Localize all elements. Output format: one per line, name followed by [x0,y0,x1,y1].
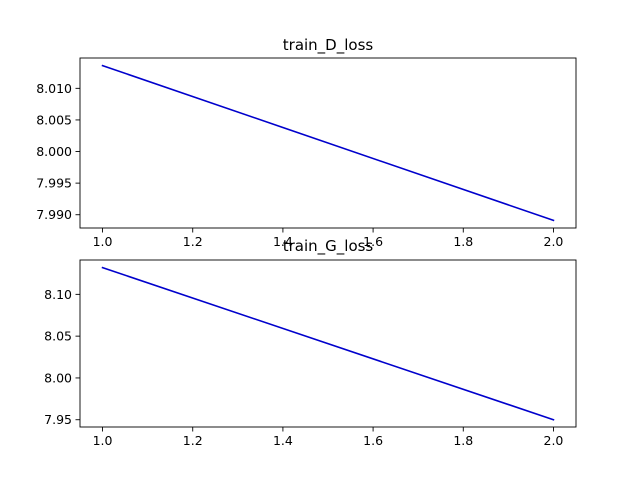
chart-title: train_G_loss [283,237,374,256]
axes-frame [79,259,577,428]
chart-title: train_D_loss [283,36,374,55]
y-tick-label: 8.10 [44,287,72,302]
x-tick-label: 1.4 [273,433,293,448]
x-tick-label: 1.6 [363,234,383,249]
plot-area [101,64,555,222]
axes-frame [79,57,577,229]
y-tick-label: 8.005 [36,112,72,127]
y-tick-label: 7.95 [44,412,72,427]
x-axis: 1.0 1.2 1.4 1.6 1.8 2.0 [93,228,564,249]
x-tick-label: 2.0 [544,234,564,249]
x-tick-label: 1.8 [453,433,473,448]
series-line-0 [101,64,555,222]
y-axis: 7.990 7.995 8.000 8.005 8.010 [36,81,80,222]
y-tick-label: 7.995 [36,176,72,191]
y-axis: 7.95 8.00 8.05 8.10 [44,287,80,427]
x-tick-label: 1.0 [93,234,113,249]
x-tick-label: 1.8 [453,234,473,249]
x-tick-label: 1.6 [363,433,383,448]
subplot-train-d-loss: train_D_loss 1.0 1.2 1.4 1.6 1.8 2.0 7.9907.9… [36,36,577,249]
x-tick-label: 1.0 [93,433,113,448]
y-tick-label: 8.05 [44,329,72,344]
x-tick-label: 1.2 [183,433,203,448]
series-line-0 [101,266,555,421]
x-axis: 1.0 1.2 1.4 1.6 1.8 2.0 [93,427,564,448]
x-tick-label: 1.2 [183,234,203,249]
y-tick-label: 8.00 [44,370,72,385]
y-tick-label: 7.990 [36,207,72,222]
y-tick-label: 8.000 [36,144,72,159]
plot-area [101,266,555,421]
x-tick-label: 1.4 [273,234,293,249]
y-tick-label: 8.010 [36,81,72,96]
subplot-train-g-loss: train_G_loss 1.0 1.2 1.4 1.6 1.8 2.0 7.95 8.00… [44,237,577,448]
x-tick-label: 2.0 [544,433,564,448]
